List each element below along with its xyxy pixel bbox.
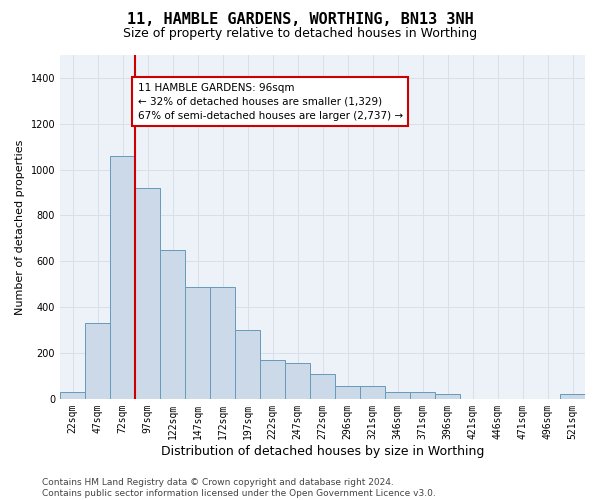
Bar xyxy=(310,374,335,399)
Bar xyxy=(285,364,310,399)
Bar xyxy=(110,156,135,399)
Bar xyxy=(60,392,85,399)
Bar xyxy=(135,188,160,399)
Bar xyxy=(560,394,585,399)
Bar xyxy=(435,394,460,399)
Text: Size of property relative to detached houses in Worthing: Size of property relative to detached ho… xyxy=(123,28,477,40)
Bar xyxy=(160,250,185,399)
X-axis label: Distribution of detached houses by size in Worthing: Distribution of detached houses by size … xyxy=(161,444,484,458)
Bar xyxy=(260,360,285,399)
Bar xyxy=(410,392,435,399)
Bar xyxy=(385,392,410,399)
Bar xyxy=(235,330,260,399)
Bar xyxy=(335,386,360,399)
Bar xyxy=(210,286,235,399)
Y-axis label: Number of detached properties: Number of detached properties xyxy=(15,139,25,314)
Text: 11 HAMBLE GARDENS: 96sqm
← 32% of detached houses are smaller (1,329)
67% of sem: 11 HAMBLE GARDENS: 96sqm ← 32% of detach… xyxy=(137,82,403,120)
Bar xyxy=(185,286,210,399)
Bar xyxy=(85,323,110,399)
Text: 11, HAMBLE GARDENS, WORTHING, BN13 3NH: 11, HAMBLE GARDENS, WORTHING, BN13 3NH xyxy=(127,12,473,28)
Text: Contains HM Land Registry data © Crown copyright and database right 2024.
Contai: Contains HM Land Registry data © Crown c… xyxy=(42,478,436,498)
Bar xyxy=(360,386,385,399)
